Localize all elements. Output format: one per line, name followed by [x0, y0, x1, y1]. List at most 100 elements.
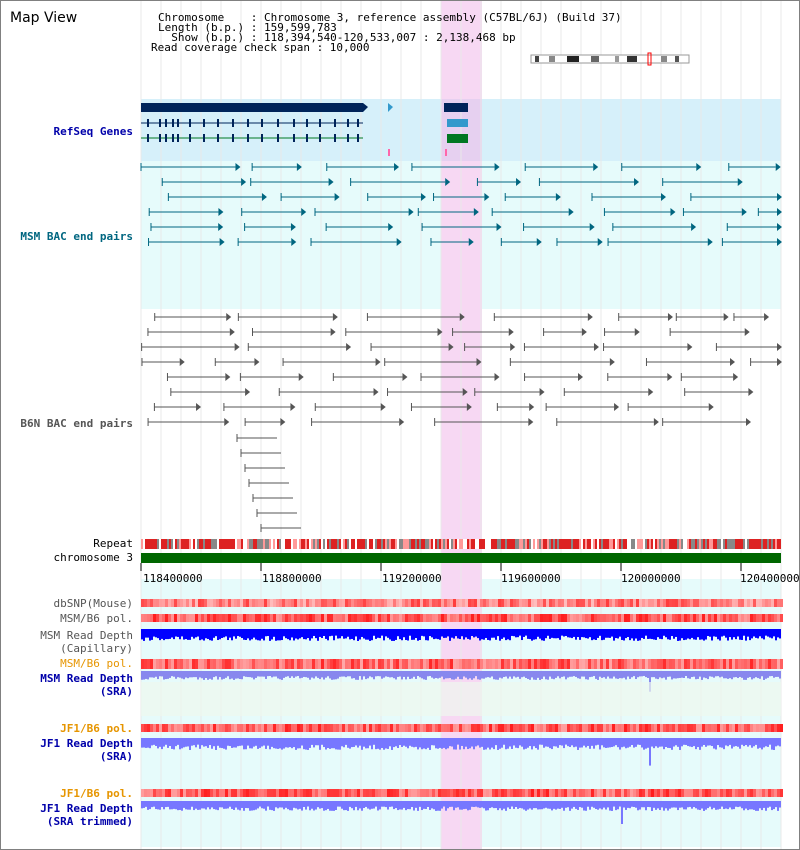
polymorphism-bin [462, 724, 465, 732]
polymorphism-bin [423, 614, 426, 622]
read-depth-bar [773, 801, 775, 810]
polymorphism-bin [507, 789, 510, 797]
polymorphism-bin [270, 789, 273, 797]
read-depth-bar [387, 629, 389, 638]
read-depth-bar [749, 738, 751, 746]
read-depth-bar [677, 629, 679, 641]
read-depth-bar [259, 629, 261, 641]
read-depth-bar [207, 801, 209, 808]
read-depth-bar [563, 801, 565, 811]
polymorphism-bin [612, 659, 615, 669]
polymorphism-bin [444, 724, 447, 732]
read-depth-bar [649, 629, 651, 639]
read-depth-bar [279, 738, 281, 749]
repeat-element [419, 539, 421, 549]
polymorphism-bin [546, 659, 549, 669]
read-depth-bar [215, 801, 217, 810]
read-depth-bar [493, 629, 495, 638]
read-depth-bar [223, 801, 225, 809]
read-depth-bar [167, 671, 169, 679]
polymorphism-bin [294, 724, 297, 732]
read-depth-bar [423, 629, 425, 637]
read-depth-bar [579, 738, 581, 748]
read-depth-bar [207, 671, 209, 680]
bac-end [420, 193, 426, 201]
repeat-element [213, 539, 215, 549]
polymorphism-bin [318, 614, 321, 622]
b6n-bac-label[interactable]: B6N BAC end pairs [20, 417, 133, 430]
read-depth-bar [271, 801, 273, 811]
polymorphism-bin [726, 599, 729, 607]
read-depth-bar [189, 629, 191, 640]
repeat-element [245, 539, 247, 549]
polymorphism-bin [471, 599, 474, 607]
read-depth-bar [361, 671, 363, 680]
polymorphism-bin [477, 659, 480, 669]
polymorphism-bin [714, 614, 717, 622]
read-depth-bar [461, 629, 463, 637]
polymorphism-bin [582, 599, 585, 607]
read-depth-bar [383, 671, 385, 678]
read-depth-bar [521, 738, 523, 747]
read-depth-bar [695, 738, 697, 750]
msm-bac-label[interactable]: MSM BAC end pairs [20, 230, 133, 243]
read-depth-bar [407, 671, 409, 677]
repeat-element [261, 539, 263, 549]
read-depth-bar [761, 738, 763, 750]
polymorphism-bin [573, 789, 576, 797]
read-depth-bar [679, 629, 681, 641]
polymorphism-bin [210, 789, 213, 797]
read-depth-bar [407, 629, 409, 641]
polymorphism-bin [408, 659, 411, 669]
read-depth-bar [517, 629, 519, 638]
read-depth-bar [497, 738, 499, 750]
read-depth-bar [597, 738, 599, 745]
polymorphism-bin [576, 789, 579, 797]
read-depth-bar [609, 738, 611, 748]
polymorphism-bin [657, 724, 660, 732]
polymorphism-bin [147, 659, 150, 669]
read-depth-bar [573, 671, 575, 677]
read-depth-bar [687, 738, 689, 747]
polymorphism-bin [165, 724, 168, 732]
read-depth-bar [771, 671, 773, 677]
polymorphism-bin [402, 789, 405, 797]
read-depth-bar [201, 629, 203, 640]
read-depth-bar [547, 738, 549, 747]
polymorphism-bin [651, 659, 654, 669]
polymorphism-bin [648, 659, 651, 669]
read-depth-bar [603, 801, 605, 808]
polymorphism-bin [240, 599, 243, 607]
polymorphism-bin [204, 789, 207, 797]
polymorphism-bin [381, 659, 384, 669]
read-depth-bar [589, 738, 591, 749]
polymorphism-bin [678, 659, 681, 669]
read-depth-bar [529, 629, 531, 640]
polymorphism-bin [675, 599, 678, 607]
polymorphism-bin [666, 789, 669, 797]
read-depth-bar [651, 671, 653, 678]
read-depth-bar [225, 629, 227, 637]
polymorphism-bin [489, 659, 492, 669]
read-depth-bar [381, 801, 383, 807]
read-depth-bar [457, 671, 459, 677]
polymorphism-bin [456, 659, 459, 669]
read-depth-bar [637, 671, 639, 678]
polymorphism-bin [540, 614, 543, 622]
read-depth-bar [441, 801, 443, 809]
read-depth-bar [453, 801, 455, 811]
read-depth-bar [371, 801, 373, 809]
read-depth-bar [143, 738, 145, 748]
read-depth-bar [757, 738, 759, 749]
polymorphism-bin [390, 659, 393, 669]
bac-end [777, 208, 782, 216]
read-depth-bar [221, 738, 223, 749]
read-depth-bar [521, 629, 523, 641]
polymorphism-bin [201, 789, 204, 797]
polymorphism-bin [660, 789, 663, 797]
polymorphism-bin [315, 724, 318, 732]
refseq-genes-label[interactable]: RefSeq Genes [53, 125, 133, 138]
polymorphism-bin [306, 659, 309, 669]
repeat-element [649, 539, 651, 549]
